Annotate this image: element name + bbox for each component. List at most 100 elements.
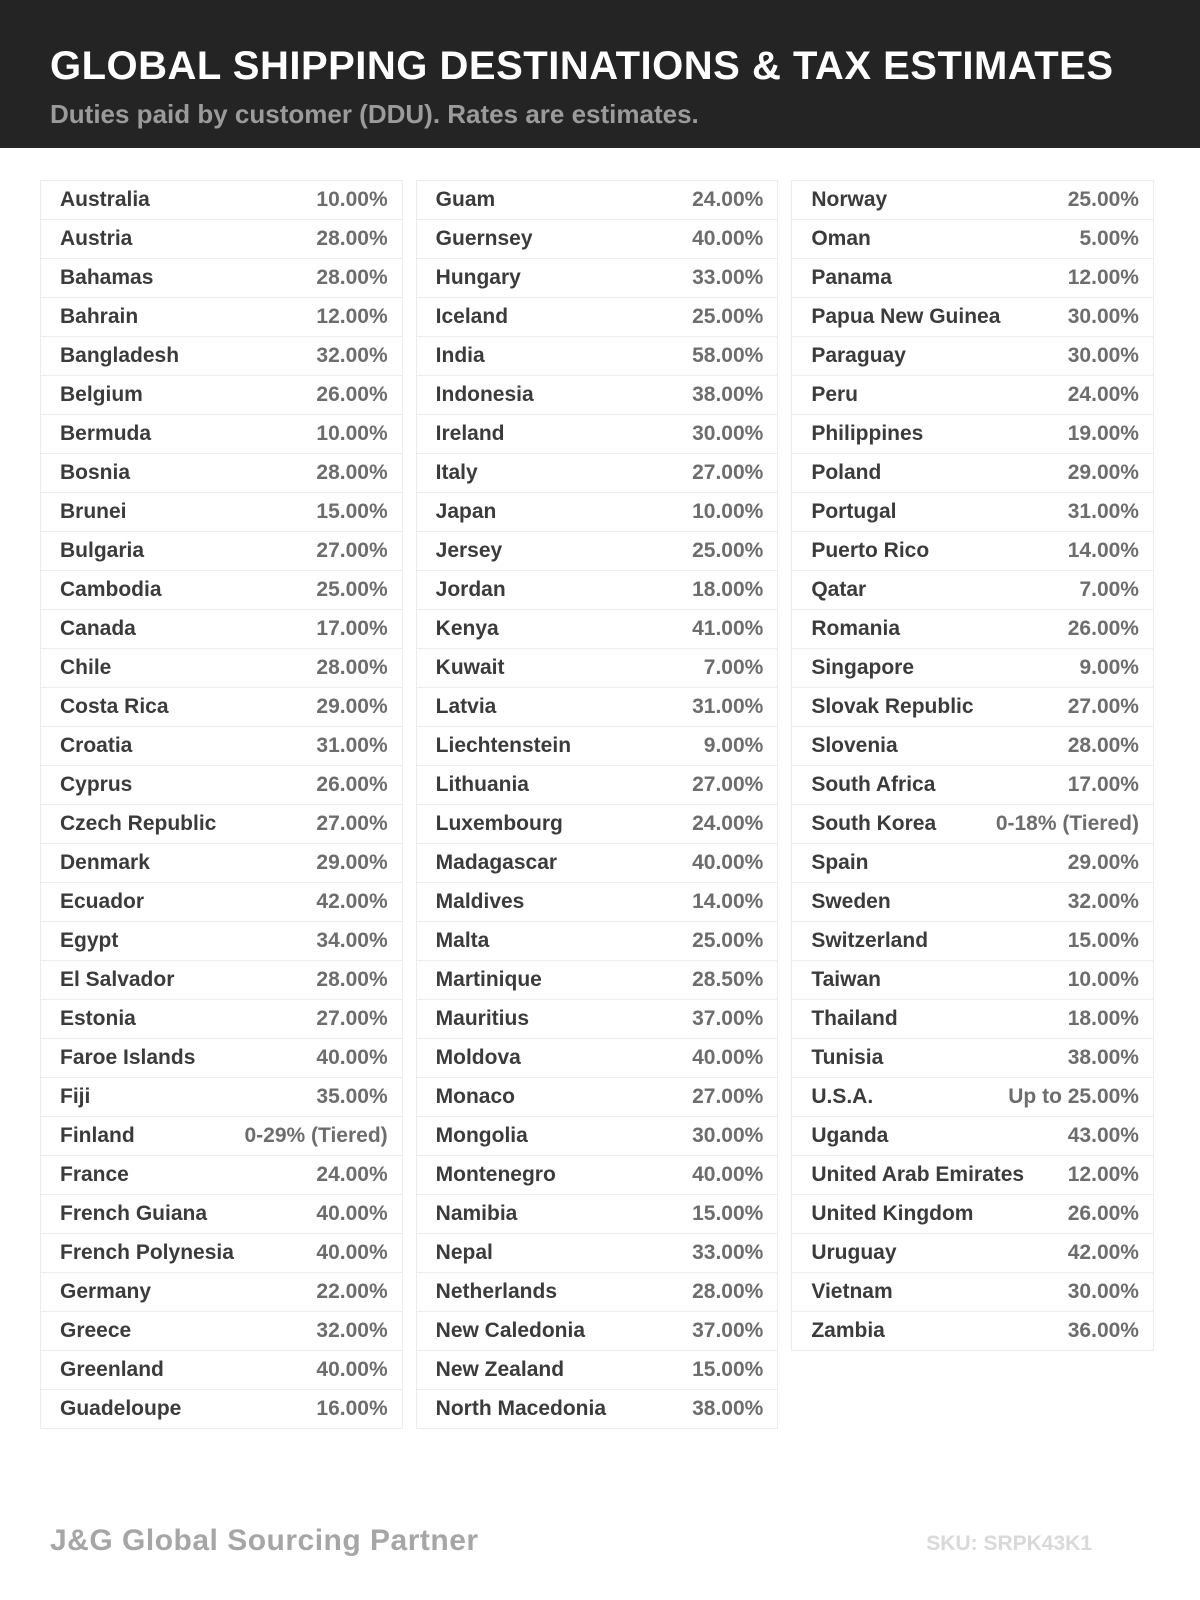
table-column-1: Australia 10.00% Austria 28.00% Bahamas 28.00… (40, 180, 403, 1429)
table-row: Montenegro 40.00% (415, 1156, 779, 1195)
tax-rate: 15.00% (1067, 929, 1139, 952)
country-name: Bahrain (60, 305, 139, 328)
country-name: Luxembourg (435, 812, 563, 835)
table-row: Peru 24.00% (791, 376, 1154, 415)
table-row: Spain 29.00% (791, 844, 1154, 883)
table-row: Panama 12.00% (791, 259, 1154, 298)
tax-rate: 34.00% (316, 929, 388, 952)
country-name: Guadeloupe (60, 1397, 182, 1420)
tax-rate: 29.00% (316, 695, 388, 718)
table-row: Bosnia 28.00% (40, 454, 403, 493)
table-row: South Africa 17.00% (791, 766, 1154, 805)
country-name: Lithuania (435, 773, 529, 796)
table-row: Ecuador 42.00% (40, 883, 403, 922)
country-name: Bahamas (60, 266, 154, 289)
tax-table: Australia 10.00% Austria 28.00% Bahamas 28.00… (0, 148, 1200, 1429)
tax-rate: 12.00% (316, 305, 388, 328)
country-name: Brunei (60, 500, 127, 523)
country-name: Madagascar (435, 851, 558, 874)
country-name: Uruguay (811, 1241, 897, 1264)
tax-rate: 7.00% (1079, 578, 1139, 601)
tax-rate: 33.00% (692, 1241, 764, 1264)
table-row: Slovenia 28.00% (791, 727, 1154, 766)
country-name: Vietnam (811, 1280, 893, 1303)
tax-rate: 37.00% (692, 1319, 764, 1342)
table-row: Liechtenstein 9.00% (415, 727, 779, 766)
table-row: Indonesia 38.00% (415, 376, 779, 415)
table-row: United Arab Emirates 12.00% (791, 1156, 1154, 1195)
tax-rate: 40.00% (316, 1046, 388, 1069)
tax-rate: 29.00% (316, 851, 388, 874)
table-row: Bermuda 10.00% (40, 415, 403, 454)
country-name: Thailand (811, 1007, 898, 1030)
tax-rate: 36.00% (1067, 1319, 1139, 1342)
tax-rate: 31.00% (1067, 500, 1139, 523)
country-name: Fiji (60, 1085, 91, 1108)
table-row: Maldives 14.00% (415, 883, 779, 922)
table-row: Hungary 33.00% (415, 259, 779, 298)
tax-rate: Up to 25.00% (1008, 1085, 1139, 1108)
country-name: Austria (60, 227, 133, 250)
table-row: Taiwan 10.00% (791, 961, 1154, 1000)
country-name: Jordan (435, 578, 506, 601)
tax-rate: 28.00% (692, 1280, 764, 1303)
tax-rate: 38.00% (692, 383, 764, 406)
table-row: Austria 28.00% (40, 220, 403, 259)
tax-rate: 31.00% (692, 695, 764, 718)
table-row: Papua New Guinea 30.00% (791, 298, 1154, 337)
table-row: Cambodia 25.00% (40, 571, 403, 610)
table-row: Kenya 41.00% (415, 610, 779, 649)
country-name: Latvia (435, 695, 497, 718)
table-row: Mauritius 37.00% (415, 1000, 779, 1039)
table-row: Mongolia 30.00% (415, 1117, 779, 1156)
table-row: Bahamas 28.00% (40, 259, 403, 298)
country-name: Costa Rica (60, 695, 169, 718)
page-header: GLOBAL SHIPPING DESTINATIONS & TAX ESTIM… (0, 0, 1200, 148)
table-row: Bangladesh 32.00% (40, 337, 403, 376)
brand-name: J&G Global Sourcing Partner (50, 1524, 479, 1557)
table-row: New Caledonia 37.00% (415, 1312, 779, 1351)
table-row: Bulgaria 27.00% (40, 532, 403, 571)
table-row: Luxembourg 24.00% (415, 805, 779, 844)
tax-rate: 28.00% (316, 461, 388, 484)
country-name: Bosnia (60, 461, 131, 484)
tax-rate: 40.00% (316, 1202, 388, 1225)
country-name: New Caledonia (435, 1319, 586, 1342)
tax-rate: 25.00% (692, 539, 764, 562)
country-name: French Polynesia (60, 1241, 234, 1264)
tax-rate: 30.00% (692, 1124, 764, 1147)
table-row: Egypt 34.00% (40, 922, 403, 961)
country-name: Hungary (435, 266, 521, 289)
tax-rate: 26.00% (316, 773, 388, 796)
table-row: Nepal 33.00% (415, 1234, 779, 1273)
table-row: Romania 26.00% (791, 610, 1154, 649)
country-name: Papua New Guinea (811, 305, 1001, 328)
table-row: Finland 0-29% (Tiered) (40, 1117, 403, 1156)
table-row: Chile 28.00% (40, 649, 403, 688)
tax-rate: 0-18% (Tiered) (995, 812, 1139, 835)
tax-rate: 43.00% (1067, 1124, 1139, 1147)
country-name: Croatia (60, 734, 133, 757)
country-name: Ireland (435, 422, 505, 445)
table-row: Switzerland 15.00% (791, 922, 1154, 961)
table-column-2: Guam 24.00% Guernsey 40.00% Hungary 33.00% Ice… (415, 180, 779, 1429)
country-name: Australia (60, 188, 150, 211)
country-name: Greece (60, 1319, 132, 1342)
country-name: Namibia (435, 1202, 518, 1225)
table-row: Puerto Rico 14.00% (791, 532, 1154, 571)
country-name: Jersey (435, 539, 503, 562)
page-footer: J&G Global Sourcing Partner SKU: SRPK43K… (0, 1524, 1200, 1558)
country-name: Kenya (435, 617, 499, 640)
country-name: Guam (435, 188, 496, 211)
country-name: Maldives (435, 890, 525, 913)
tax-rate: 12.00% (1067, 266, 1139, 289)
tax-rate: 16.00% (316, 1397, 388, 1420)
table-row: New Zealand 15.00% (415, 1351, 779, 1390)
country-name: Philippines (811, 422, 924, 445)
table-row: South Korea 0-18% (Tiered) (791, 805, 1154, 844)
tax-rate: 29.00% (1067, 461, 1139, 484)
country-name: Malta (435, 929, 490, 952)
country-name: France (60, 1163, 129, 1186)
tax-rate: 15.00% (692, 1358, 764, 1381)
country-name: Belgium (60, 383, 143, 406)
